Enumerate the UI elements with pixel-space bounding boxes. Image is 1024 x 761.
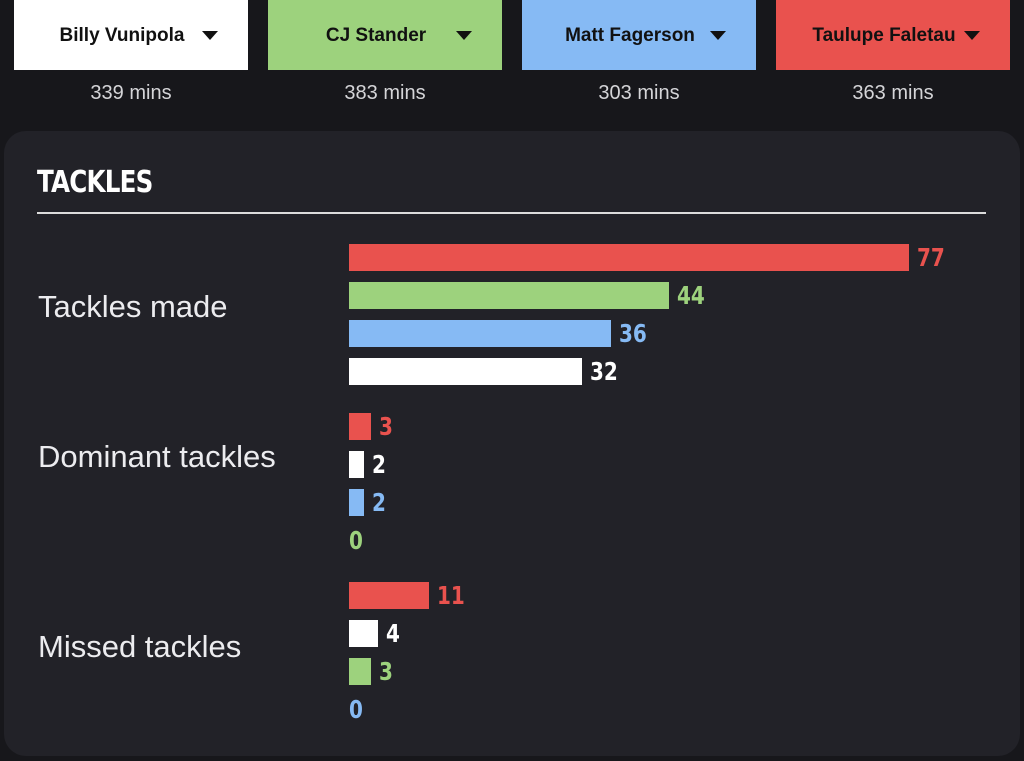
caret-down-icon [202, 31, 218, 40]
stat-label-dominant-tackles: Dominant tackles [38, 439, 276, 474]
bar-value-label: 4 [386, 619, 400, 648]
caret-down-icon [456, 31, 472, 40]
player-column-1: Billy Vunipola 339 mins [14, 0, 248, 105]
bar-value-label: 2 [372, 450, 386, 479]
bar-row: 3 [349, 657, 396, 686]
bar-billy [349, 451, 364, 478]
caret-down-icon [964, 31, 980, 40]
bar-row: 77 [349, 243, 952, 272]
player-name: CJ Stander [325, 24, 427, 46]
bar-value-label: 77 [917, 243, 945, 272]
bar-row: 32 [349, 357, 625, 386]
bar-value-label: 36 [619, 319, 647, 348]
player-column-4: Taulupe Faletau 363 mins [776, 0, 1010, 105]
bar-taulupe [349, 413, 371, 440]
player-minutes: 363 mins [852, 82, 934, 104]
player-name: Billy Vunipola [59, 24, 185, 46]
player-column-2: CJ Stander 383 mins [268, 0, 502, 105]
player-select-3[interactable]: Matt Fagerson [522, 0, 756, 70]
player-selector-strip: Billy Vunipola 339 mins CJ Stander 383 m… [0, 0, 1024, 125]
section-divider [37, 212, 986, 214]
bar-value-label: 32 [590, 357, 618, 386]
player-select-2[interactable]: CJ Stander [268, 0, 502, 70]
bar-value-label: 0 [349, 695, 363, 724]
bar-taulupe [349, 244, 909, 271]
stat-label-missed-tackles: Missed tackles [38, 629, 242, 664]
player-select-4[interactable]: Taulupe Faletau [776, 0, 1010, 70]
bar-row: 3 [349, 412, 396, 441]
caret-down-icon [710, 31, 726, 40]
bar-row: 2 [349, 450, 389, 479]
stat-label-tackles-made: Tackles made [38, 289, 228, 324]
player-column-3: Matt Fagerson 303 mins [522, 0, 756, 105]
section-title: TACKLES [37, 165, 153, 200]
bar-row: 36 [349, 319, 654, 348]
bar-value-label: 0 [349, 526, 363, 555]
bar-row: 2 [349, 488, 389, 517]
bar-row: 44 [349, 281, 712, 310]
bar-billy [349, 620, 378, 647]
player-name: Matt Fagerson [565, 24, 695, 46]
bar-row: 0 [349, 526, 366, 555]
player-minutes: 383 mins [344, 82, 426, 104]
player-select-1[interactable]: Billy Vunipola [14, 0, 248, 70]
player-minutes: 339 mins [90, 82, 172, 104]
bar-cj [349, 282, 669, 309]
bar-row: 0 [349, 695, 366, 724]
tackles-card: TACKLES Tackles made 77 44 36 32 Dominant t… [4, 131, 1020, 756]
bar-value-label: 11 [437, 581, 465, 610]
bar-value-label: 3 [379, 412, 393, 441]
bar-matt [349, 489, 364, 516]
player-minutes: 303 mins [598, 82, 680, 104]
bar-row: 11 [349, 581, 472, 610]
player-name: Taulupe Faletau [812, 24, 956, 46]
bar-value-label: 44 [677, 281, 705, 310]
bar-billy [349, 358, 582, 385]
bar-taulupe [349, 582, 429, 609]
bar-cj [349, 658, 371, 685]
bar-value-label: 2 [372, 488, 386, 517]
bar-matt [349, 320, 611, 347]
bar-row: 4 [349, 619, 403, 648]
bar-value-label: 3 [379, 657, 393, 686]
